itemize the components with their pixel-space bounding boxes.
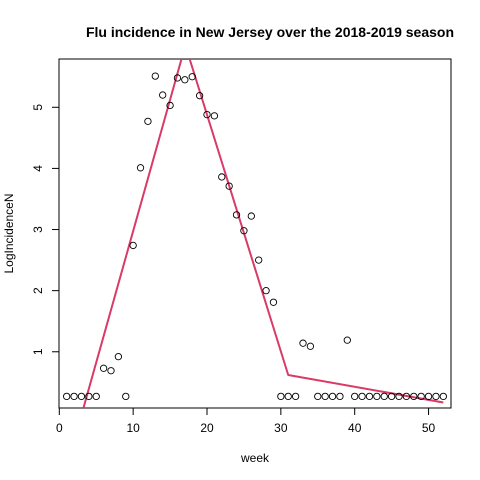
data-point <box>114 353 123 361</box>
data-point <box>107 367 115 375</box>
y-axis-label: LogIncidenceN <box>2 193 16 273</box>
data-point <box>247 212 255 220</box>
data-point <box>122 392 130 401</box>
data-point <box>269 298 278 306</box>
data-point <box>299 339 307 347</box>
data-point <box>336 392 344 401</box>
data-point <box>70 392 78 401</box>
data-point <box>395 392 403 401</box>
data-point <box>255 256 263 264</box>
data-point <box>129 241 137 250</box>
data-point <box>380 392 388 401</box>
data-point <box>365 392 374 401</box>
x-tick-label: 20 <box>200 421 214 435</box>
fit-line <box>82 59 444 408</box>
data-point <box>159 91 167 99</box>
data-point <box>328 392 337 401</box>
data-point <box>181 76 189 84</box>
data-point <box>262 286 270 295</box>
data-point <box>402 392 411 401</box>
y-tick-label: 2 <box>31 287 45 294</box>
data-point <box>232 211 241 219</box>
plot-area <box>58 58 452 409</box>
data-point <box>417 392 425 401</box>
data-point <box>173 74 182 82</box>
data-point <box>92 392 100 401</box>
y-axis: 1 2 3 4 5 <box>31 104 60 355</box>
fit-line-layer <box>82 59 444 408</box>
data-point <box>188 73 196 81</box>
data-point <box>85 392 93 401</box>
data-point <box>343 336 351 344</box>
x-tick-label: 50 <box>422 421 436 435</box>
data-point <box>291 392 300 401</box>
data-point <box>439 392 447 401</box>
data-point <box>321 392 329 401</box>
data-point <box>225 182 233 190</box>
data-point <box>373 392 381 401</box>
y-tick-label: 1 <box>31 348 45 355</box>
chart-title: Flu incidence in New Jersey over the 201… <box>86 24 454 40</box>
y-tick-label: 5 <box>31 104 45 111</box>
x-axis-label: week <box>240 451 270 465</box>
data-point <box>351 392 359 401</box>
x-axis: 0 10 20 30 40 50 <box>56 407 436 435</box>
data-point <box>277 392 285 401</box>
data-point <box>166 101 174 110</box>
y-tick-label: 4 <box>31 165 45 172</box>
x-tick-label: 40 <box>348 421 362 435</box>
data-point <box>284 392 292 401</box>
data-point <box>218 173 226 181</box>
data-point <box>358 392 366 401</box>
data-point <box>424 392 433 401</box>
data-point <box>432 392 440 401</box>
data-point <box>203 110 211 119</box>
data-point <box>314 392 322 401</box>
data-point <box>99 364 108 372</box>
points-layer <box>63 72 447 401</box>
data-point <box>387 392 396 401</box>
y-tick-label: 3 <box>31 226 45 233</box>
x-tick-label: 10 <box>126 421 140 435</box>
data-point <box>151 72 159 80</box>
data-point <box>240 227 248 235</box>
data-point <box>306 342 315 350</box>
data-point <box>195 92 204 100</box>
data-point <box>136 164 145 172</box>
x-tick-label: 30 <box>274 421 288 435</box>
data-point <box>210 112 219 120</box>
data-point <box>63 392 71 401</box>
data-point <box>410 392 418 401</box>
data-point <box>144 117 152 125</box>
x-tick-label: 0 <box>56 421 63 435</box>
data-point <box>77 392 86 401</box>
